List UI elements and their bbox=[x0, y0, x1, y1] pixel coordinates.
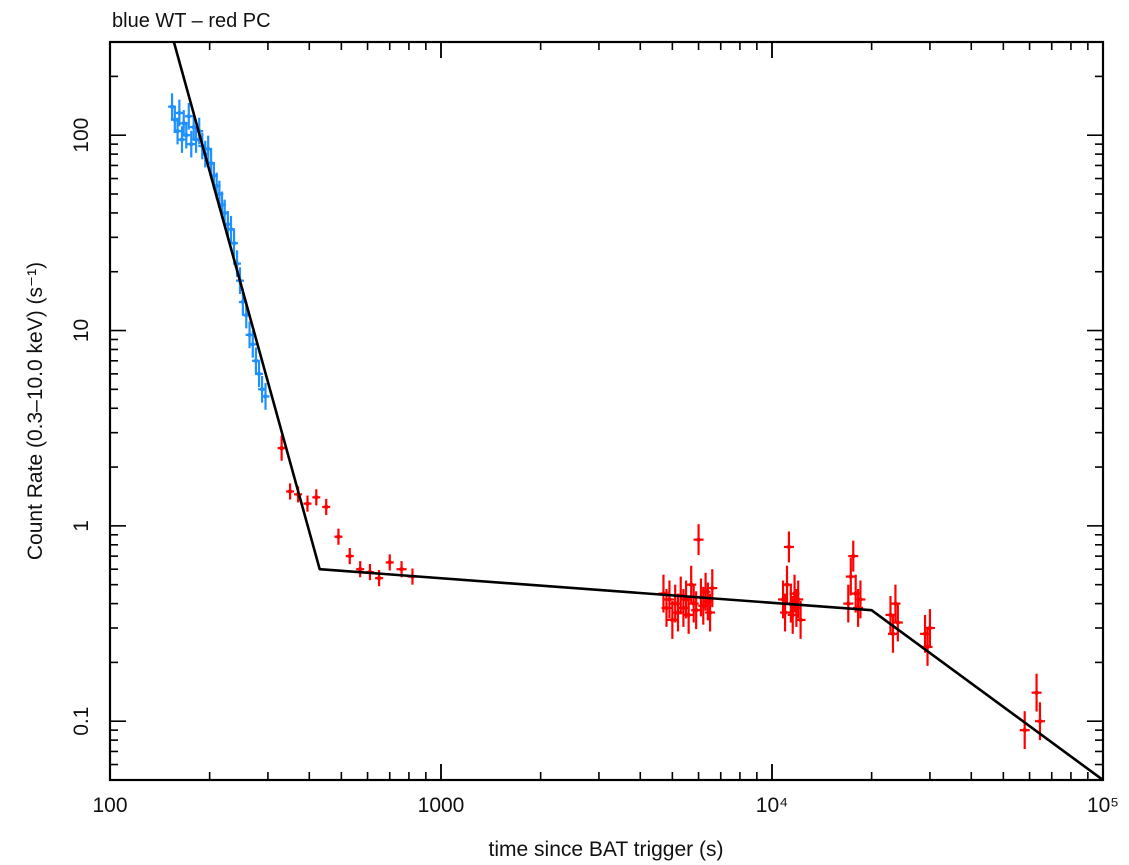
data-point-pc-0 bbox=[277, 435, 286, 461]
x-tick-label: 100 bbox=[92, 794, 127, 817]
y-tick-label: 10 bbox=[70, 319, 93, 342]
x-axis-title: time since BAT trigger (s) bbox=[489, 838, 724, 861]
data-point-pc-11 bbox=[385, 554, 394, 571]
y-axis-title: Count Rate (0.3–10.0 keV) (s⁻¹) bbox=[24, 262, 47, 560]
data-point-wt-29 bbox=[248, 330, 257, 358]
data-point-pc-1 bbox=[286, 483, 295, 500]
data-point-pc-51 bbox=[887, 614, 898, 653]
data-layer bbox=[168, 42, 1103, 780]
data-point-pc-16 bbox=[664, 580, 675, 619]
series-pc bbox=[277, 435, 1045, 750]
data-point-pc-58 bbox=[1031, 673, 1042, 712]
data-point-wt-7 bbox=[184, 102, 193, 130]
data-point-pc-57 bbox=[1019, 711, 1030, 750]
x-tick-label: 10⁵ bbox=[1087, 794, 1119, 817]
data-point-pc-7 bbox=[345, 548, 354, 565]
data-point-wt-8 bbox=[187, 130, 196, 158]
model-fit-line bbox=[172, 42, 1103, 780]
data-point-wt-31 bbox=[255, 360, 264, 388]
series-wt bbox=[168, 93, 270, 410]
data-point-pc-3 bbox=[303, 495, 312, 512]
data-point-pc-44 bbox=[843, 584, 854, 623]
data-point-pc-37 bbox=[783, 531, 794, 563]
data-point-pc-5 bbox=[322, 498, 331, 516]
data-point-pc-35 bbox=[780, 593, 791, 632]
x-tick-label: 1000 bbox=[418, 794, 465, 817]
data-point-pc-56 bbox=[924, 609, 935, 647]
y-tick-label: 1 bbox=[70, 520, 93, 532]
data-point-wt-23 bbox=[230, 229, 239, 257]
data-point-pc-53 bbox=[892, 603, 903, 642]
data-point-pc-45 bbox=[845, 557, 856, 596]
plot-area bbox=[168, 42, 1103, 780]
data-point-pc-49 bbox=[855, 580, 866, 619]
data-point-wt-6 bbox=[182, 121, 191, 149]
data-point-wt-3 bbox=[175, 99, 184, 127]
data-point-pc-19 bbox=[672, 593, 683, 632]
data-point-pc-27 bbox=[693, 524, 704, 556]
data-point-pc-42 bbox=[793, 580, 804, 619]
data-point-pc-4 bbox=[312, 489, 321, 506]
data-point-wt-22 bbox=[226, 215, 235, 243]
data-point-pc-6 bbox=[334, 528, 343, 545]
data-point-pc-8 bbox=[356, 561, 365, 578]
y-tick-label: 0.1 bbox=[70, 707, 93, 736]
data-point-pc-46 bbox=[848, 540, 859, 572]
data-point-pc-43 bbox=[795, 600, 806, 639]
plot-frame bbox=[108, 40, 1105, 782]
axis-layer: 100 1000 10⁴ 10⁵ 0.1 1 10 100 bbox=[70, 41, 1119, 817]
data-point-wt-33 bbox=[261, 383, 270, 410]
data-point-wt-2 bbox=[173, 117, 182, 145]
chart-title: blue WT – red PC bbox=[112, 10, 271, 32]
data-point-pc-33 bbox=[707, 569, 718, 608]
data-point-wt-14 bbox=[204, 135, 213, 163]
data-point-pc-23 bbox=[683, 595, 694, 634]
x-tick-label: 10⁴ bbox=[756, 794, 788, 817]
y-tick-label: 100 bbox=[70, 118, 93, 153]
data-point-pc-32 bbox=[705, 593, 716, 632]
data-point-wt-4 bbox=[177, 126, 186, 153]
